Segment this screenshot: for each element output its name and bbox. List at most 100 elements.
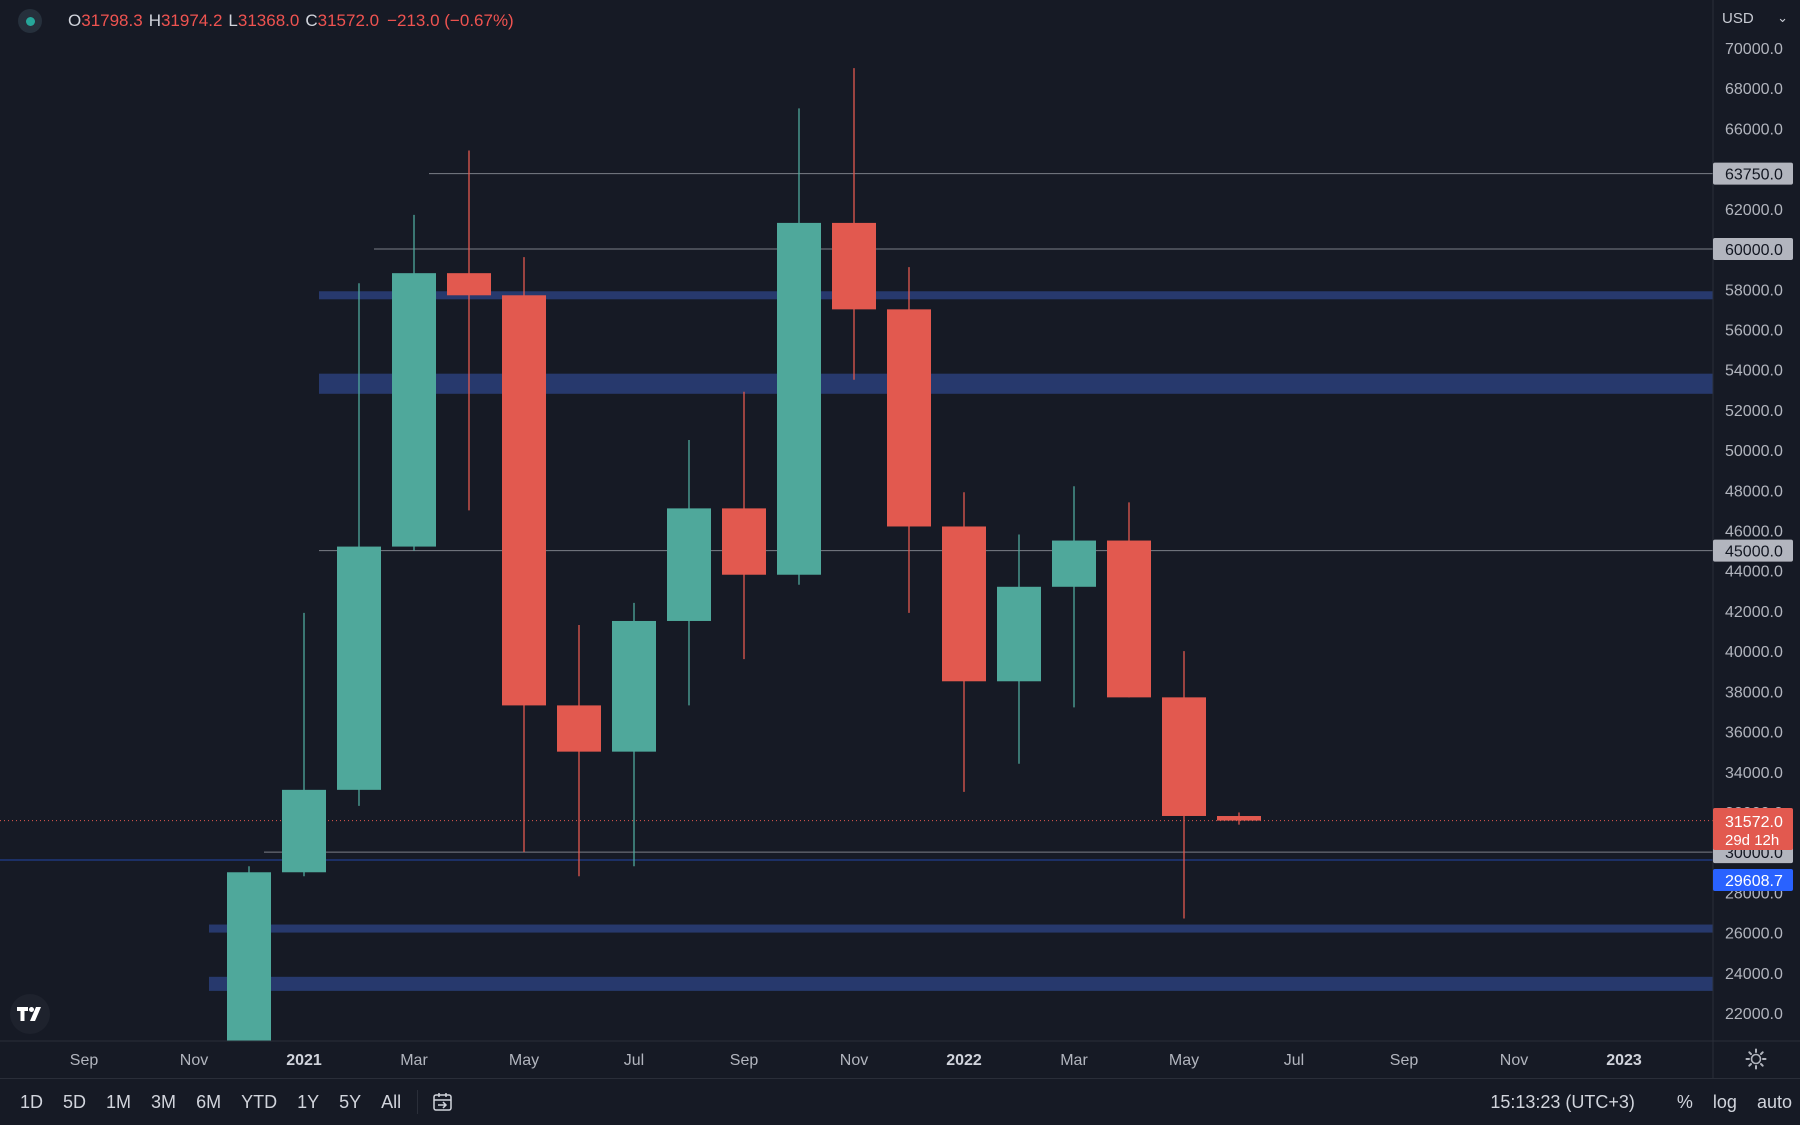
candle-body-2021-12 xyxy=(887,309,931,527)
currency-label: USD xyxy=(1722,9,1754,27)
timeframe-1m-button[interactable]: 1M xyxy=(106,1091,132,1112)
x-tick-label: Mar xyxy=(1060,1052,1088,1069)
y-tick-label: 68000.0 xyxy=(1725,81,1783,98)
timeframe-1d-button[interactable]: 1D xyxy=(20,1091,44,1112)
timeframe-1y-button[interactable]: 1Y xyxy=(297,1091,320,1112)
last-price-tag-bg xyxy=(1713,808,1793,850)
log-scale-button[interactable]: log xyxy=(1712,1091,1737,1112)
percent-scale-button[interactable]: % xyxy=(1676,1091,1693,1112)
candle-body-2021-07 xyxy=(612,620,656,752)
candle-body-2022-04 xyxy=(1107,540,1151,698)
level-price-tag-1: 60000.0 xyxy=(1725,242,1783,259)
x-tick-label: Sep xyxy=(730,1052,759,1069)
y-tick-label: 48000.0 xyxy=(1725,483,1783,500)
level-price-tag-0: 63750.0 xyxy=(1725,167,1783,184)
x-tick-label: Nov xyxy=(840,1052,868,1069)
candle-body-2021-06 xyxy=(557,705,601,752)
clock-display[interactable]: 15:13:23 (UTC+3) xyxy=(1490,1091,1635,1112)
y-tick-label: 36000.0 xyxy=(1725,725,1783,742)
bottom-toolbar: 1D 5D 1M 3M 6M YTD 1Y 5Y All 15:13:23 (U… xyxy=(0,1078,1800,1125)
support-resistance-zone-1 xyxy=(319,373,1713,394)
y-tick-label: 44000.0 xyxy=(1725,564,1783,581)
x-tick-label: Nov xyxy=(1500,1052,1528,1069)
candle-body-2022-02 xyxy=(997,586,1041,682)
x-tick-label: May xyxy=(509,1052,539,1069)
blue-price-tag: 29608.7 xyxy=(1725,873,1783,890)
scale-controls: 15:13:23 (UTC+3) % log auto xyxy=(1490,1079,1792,1125)
timeframe-6m-button[interactable]: 6M xyxy=(196,1091,222,1112)
candle-body-2021-11 xyxy=(832,222,876,310)
auto-scale-button[interactable]: auto xyxy=(1756,1091,1792,1112)
chevron-down-icon: ⌄ xyxy=(1777,10,1788,25)
x-tick-label: Nov xyxy=(180,1052,208,1069)
x-tick-label: Mar xyxy=(400,1052,428,1069)
candle-body-2021-09 xyxy=(722,508,766,575)
timeframe-5d-button[interactable]: 5D xyxy=(63,1091,87,1112)
high-label: H xyxy=(148,11,161,30)
gear-icon[interactable] xyxy=(1744,1047,1768,1071)
x-tick-label: Jul xyxy=(1284,1052,1304,1069)
candle-body-2022-03 xyxy=(1052,540,1096,587)
x-tick-label: Sep xyxy=(1390,1052,1419,1069)
last-price-tag: 31572.0 xyxy=(1725,814,1783,831)
level-price-tag-2: 45000.0 xyxy=(1725,544,1783,561)
y-tick-label: 34000.0 xyxy=(1725,765,1783,782)
y-tick-label: 56000.0 xyxy=(1725,322,1783,339)
level-price-tag-1-bg xyxy=(1713,238,1793,261)
candle-body-2021-01 xyxy=(282,789,326,873)
y-tick-label: 54000.0 xyxy=(1725,363,1783,380)
support-resistance-zone-2 xyxy=(209,924,1713,933)
candle-body-2021-10 xyxy=(777,222,821,575)
timeframe-ytd-button[interactable]: YTD xyxy=(241,1091,278,1112)
candle-body-2021-04 xyxy=(447,273,491,296)
y-tick-label: 46000.0 xyxy=(1725,524,1783,541)
support-resistance-zone-0 xyxy=(319,291,1713,300)
y-tick-label: 52000.0 xyxy=(1725,403,1783,420)
candle-body-2022-01 xyxy=(942,526,986,682)
x-tick-label: May xyxy=(1169,1052,1199,1069)
open-value: 31798.3 xyxy=(81,11,143,30)
y-tick-label: 62000.0 xyxy=(1725,202,1783,219)
candle-body-2021-05 xyxy=(502,295,546,706)
x-tick-label: 2023 xyxy=(1606,1052,1642,1069)
high-value: 31974.2 xyxy=(160,11,223,30)
candle-body-2021-02 xyxy=(337,546,381,790)
close-label: C xyxy=(305,11,318,30)
currency-selector[interactable]: USD ⌄ xyxy=(1722,6,1792,30)
y-tick-label: 58000.0 xyxy=(1725,282,1783,299)
y-tick-label: 70000.0 xyxy=(1725,41,1783,58)
close-value: 31572.0 xyxy=(317,11,380,30)
y-tick-label: 66000.0 xyxy=(1725,121,1783,138)
y-tick-label: 24000.0 xyxy=(1725,966,1783,983)
low-label: L xyxy=(228,11,238,30)
toolbar-divider xyxy=(417,1090,419,1114)
level-price-tag-2-bg xyxy=(1713,539,1793,562)
open-label: O xyxy=(68,11,82,30)
candle-body-2021-08 xyxy=(667,508,711,621)
y-tick-label: 50000.0 xyxy=(1725,443,1783,460)
countdown-tag: 29d 12h xyxy=(1725,832,1779,849)
timeframe-5y-button[interactable]: 5Y xyxy=(339,1091,362,1112)
x-tick-label: Sep xyxy=(70,1052,99,1069)
candle-body-2021-03 xyxy=(392,273,436,547)
timeframe-buttons: 1D 5D 1M 3M 6M YTD 1Y 5Y All xyxy=(10,1079,456,1125)
calendar-goto-icon[interactable] xyxy=(430,1089,456,1115)
timeframe-3m-button[interactable]: 3M xyxy=(151,1091,177,1112)
candle-body-2020-12 xyxy=(227,872,271,1041)
change-value: −213.0 (−0.67%) xyxy=(387,11,514,30)
y-tick-label: 42000.0 xyxy=(1725,604,1783,621)
market-status-icon xyxy=(18,9,42,33)
tradingview-logo-icon[interactable] xyxy=(10,994,50,1034)
x-tick-label: 2022 xyxy=(946,1052,982,1069)
level-price-tag-0-bg xyxy=(1713,162,1793,185)
y-tick-label: 38000.0 xyxy=(1725,684,1783,701)
low-value: 31368.0 xyxy=(237,11,300,30)
y-tick-label: 40000.0 xyxy=(1725,644,1783,661)
blue-price-tag-bg xyxy=(1713,869,1793,891)
y-tick-label: 22000.0 xyxy=(1725,1006,1783,1023)
support-resistance-zone-3 xyxy=(209,976,1713,991)
candle-body-2022-06 xyxy=(1217,816,1261,821)
timeframe-all-button[interactable]: All xyxy=(381,1091,402,1112)
chart-area[interactable]: 22000.024000.026000.028000.030000.032000… xyxy=(0,0,1800,1078)
candle-body-2022-05 xyxy=(1162,697,1206,816)
